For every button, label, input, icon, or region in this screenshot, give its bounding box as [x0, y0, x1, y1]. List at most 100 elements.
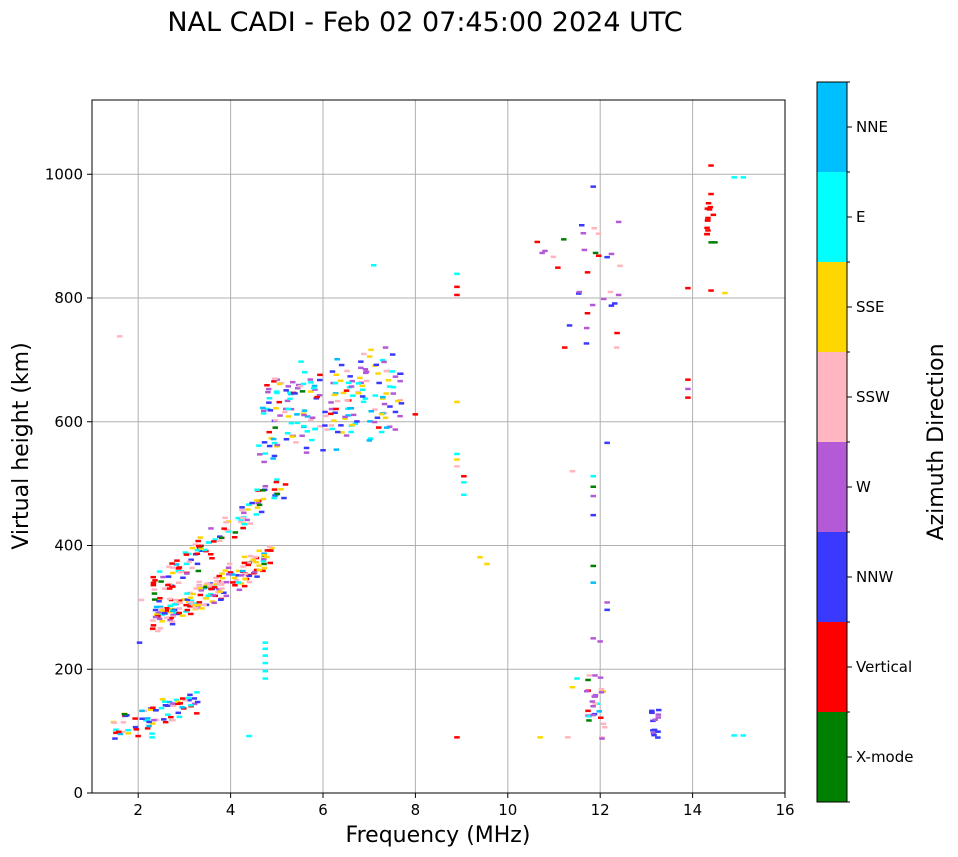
echo-mark-e	[262, 647, 268, 651]
echo-mark-nne	[260, 406, 266, 410]
echo-mark-nne	[294, 413, 300, 416]
echo-mark-w	[348, 385, 355, 388]
echo-mark-nnw	[338, 424, 344, 427]
echo-mark-e	[242, 522, 248, 526]
echo-mark-w	[350, 413, 357, 417]
echo-mark-ssw	[334, 399, 341, 403]
echo-mark-e	[185, 696, 192, 700]
echo-mark-ssw	[317, 425, 323, 428]
echo-mark-nnw	[376, 381, 382, 385]
echo-mark-w	[152, 615, 159, 619]
echo-mark-vertical	[152, 579, 158, 582]
echo-mark-x-mode	[586, 719, 592, 722]
echo-mark-e	[225, 530, 231, 533]
echo-mark-vertical	[708, 164, 714, 167]
echo-mark-nnw	[392, 410, 399, 414]
echo-mark-ssw	[344, 369, 350, 373]
echo-mark-ssw	[565, 736, 571, 739]
echo-mark-vertical	[271, 488, 278, 491]
echo-mark-ssw	[196, 580, 202, 584]
echo-mark-nne	[261, 552, 267, 555]
x-tick-label: 14	[683, 801, 702, 819]
echo-mark-w	[542, 249, 548, 253]
echo-mark-e	[254, 488, 260, 491]
echo-mark-ssw	[222, 516, 228, 520]
echo-mark-e	[245, 503, 252, 506]
echo-mark-w	[299, 434, 305, 437]
echo-mark-w	[652, 718, 658, 721]
echo-mark-nnw	[590, 185, 596, 188]
echo-mark-e	[309, 438, 315, 442]
echo-mark-sse	[199, 607, 205, 610]
echo-mark-e	[212, 538, 218, 541]
echo-mark-vertical	[260, 569, 266, 573]
echo-mark-w	[397, 414, 403, 418]
echo-mark-w	[598, 691, 605, 694]
echo-mark-nnw	[329, 370, 336, 373]
echo-mark-sse	[339, 431, 345, 434]
echo-mark-x-mode	[158, 580, 164, 583]
y-axis-ticks: 0 200 400 600 800 1000	[45, 165, 92, 802]
colorbar-swatch	[817, 532, 847, 622]
echo-mark-sse	[203, 597, 210, 600]
echo-mark-sse	[254, 499, 260, 502]
echo-mark-ssw	[240, 565, 246, 568]
chart-title: NAL CADI - Feb 02 07:45:00 2024 UTC	[167, 7, 682, 38]
colorbar-swatch	[817, 622, 847, 712]
echo-mark-vertical	[343, 389, 350, 392]
echo-mark-nnw	[153, 709, 159, 712]
echo-mark-sse	[260, 497, 267, 501]
echo-mark-vertical	[584, 312, 591, 315]
echo-mark-w	[343, 434, 350, 437]
echo-mark-ssw	[247, 522, 254, 525]
echo-mark-nne	[311, 384, 318, 388]
echo-mark-e	[362, 397, 369, 400]
echo-mark-ssw	[233, 579, 239, 582]
echo-mark-ssw	[272, 377, 278, 380]
echo-mark-nne	[366, 439, 373, 442]
echo-mark-nnw	[191, 697, 198, 700]
echo-mark-sse	[359, 384, 365, 388]
echo-mark-e	[173, 698, 180, 702]
echo-mark-w	[592, 695, 598, 698]
echo-mark-e	[262, 654, 268, 657]
echo-mark-e	[172, 611, 179, 615]
echo-mark-sse	[197, 536, 203, 539]
echo-mark-vertical	[264, 384, 270, 387]
echo-mark-vertical	[195, 539, 201, 543]
echo-mark-e	[390, 385, 397, 389]
echo-mark-e	[360, 400, 367, 404]
echo-mark-e	[235, 516, 241, 520]
echo-mark-e	[149, 736, 155, 739]
echo-mark-w	[576, 290, 582, 294]
echo-mark-nnw	[271, 454, 278, 458]
echo-mark-sse	[219, 576, 226, 580]
echo-mark-ssw	[192, 543, 199, 546]
echo-mark-e	[300, 382, 307, 386]
echo-mark-x-mode	[585, 678, 591, 682]
echo-mark-sse	[276, 382, 283, 386]
colorbar-tick-label: NNE	[856, 118, 888, 136]
echo-mark-ssw	[363, 379, 370, 383]
echo-mark-e	[355, 382, 362, 385]
echo-mark-nne	[139, 709, 145, 713]
colorbar-swatch	[817, 442, 847, 532]
echo-mark-vertical	[241, 561, 248, 565]
echo-mark-e	[113, 728, 119, 731]
echo-mark-e	[287, 397, 293, 401]
echo-mark-vertical	[705, 219, 711, 222]
echo-mark-sse	[261, 566, 268, 570]
echo-mark-nnw	[604, 441, 610, 445]
echo-mark-vertical	[150, 624, 157, 627]
echo-mark-ssw	[119, 730, 126, 734]
echo-mark-vertical	[116, 730, 122, 734]
echo-mark-ssw	[173, 598, 179, 602]
echo-mark-ssw	[163, 616, 170, 619]
echo-mark-ssw	[293, 441, 299, 444]
echo-mark-vertical	[221, 527, 227, 530]
echo-mark-sse	[159, 698, 166, 701]
echo-mark-nne	[179, 706, 185, 709]
echo-mark-sse	[245, 508, 251, 511]
echo-mark-vertical	[150, 575, 156, 579]
echo-mark-ssw	[120, 721, 127, 724]
